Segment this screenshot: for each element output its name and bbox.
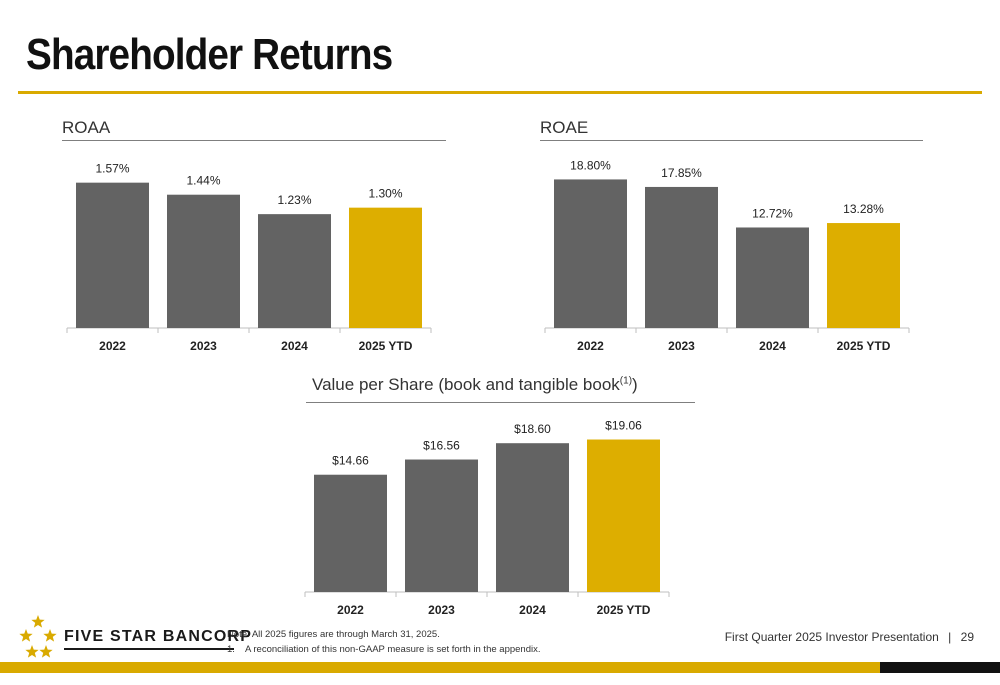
roae-tick-label: 2024 [759,339,786,353]
vps-tick-label: 2022 [337,603,364,617]
footnote-text: A reconciliation of this non-GAAP measur… [244,644,541,655]
roae-panel: ROAE 18.80% 2022 17.85% 2023 12.72% 2024 13.28… [540,118,923,358]
value-per-share-title-suffix: ) [632,375,638,394]
value-per-share-panel: Value per Share (book and tangible book(… [304,375,695,620]
vps-bar-2023 [405,459,478,592]
vps-data-label: $18.60 [514,422,551,436]
roae-chart: 18.80% 2022 17.85% 2023 12.72% 2024 13.28% 2025… [544,158,910,353]
logo-underline [64,648,234,650]
footnote-note: Note: All 2025 figures are through March… [227,629,440,640]
roaa-data-label: 1.44% [186,174,220,188]
value-per-share-title: Value per Share (book and tangible book(… [312,375,638,395]
footnotes: Note: All 2025 figures are through March… [227,627,540,657]
star-icon [31,615,45,628]
roae-data-label: 12.72% [752,206,793,220]
roaa-bar-2025-ytd [349,207,422,328]
footnote-number: 1. [227,644,235,655]
star-icon [25,645,39,658]
value-per-share-chart: $14.66 2022 $16.56 2023 $18.60 2024 $19.06 2025… [304,419,670,617]
roaa-tick-label: 2025 YTD [359,339,413,353]
roaa-bar-2023 [167,194,240,328]
value-per-share-title-text: Value per Share (book and tangible book [312,375,620,394]
vps-tick-label: 2024 [519,603,546,617]
roae-bar-2023 [645,186,718,328]
roaa-bar-2024 [258,214,331,328]
presentation-label: First Quarter 2025 Investor Presentation [724,630,939,644]
value-per-share-title-rule [306,402,695,403]
roae-title: ROAE [540,118,589,137]
roaa-title-rule [62,140,446,141]
presentation-footer: First Quarter 2025 Investor Presentation… [725,630,974,644]
roae-data-label: 13.28% [843,202,884,216]
star-icon [19,629,33,642]
roae-bar-2022 [554,179,627,328]
vps-data-label: $19.06 [605,419,642,433]
roae-data-label: 18.80% [570,158,611,172]
bottom-strip-black [880,662,1000,673]
roaa-data-label: 1.57% [95,162,129,176]
roaa-tick-label: 2022 [99,339,126,353]
vps-bar-2025-ytd [587,439,660,592]
roae-title-rule [540,140,923,141]
roaa-panel: ROAA 1.57% 2022 1.44% 2023 1.23% 2024 1.30% 202… [62,118,446,358]
value-per-share-title-sup: (1) [619,375,633,387]
page-title: Shareholder Returns [26,30,393,79]
roaa-data-label: 1.30% [368,187,402,201]
roaa-data-label: 1.23% [277,193,311,207]
vps-bar-2022 [314,474,387,592]
roae-bar-2024 [736,227,809,328]
vps-tick-label: 2023 [428,603,455,617]
footnote-1: 1. A reconciliation of this non-GAAP mea… [227,642,540,657]
logo-text: FIVE STAR BANCORP [64,628,253,645]
roaa-tick-label: 2023 [190,339,217,353]
roae-data-label: 17.85% [661,166,702,180]
stars-icon [19,615,57,658]
vps-data-label: $16.56 [423,439,460,453]
vps-data-label: $14.66 [332,454,369,468]
roaa-bar-2022 [76,182,149,328]
roaa-tick-label: 2024 [281,339,308,353]
page-number: 29 [960,630,974,644]
footer-separator: | [948,630,952,644]
five-star-bancorp-logo: FIVE STAR BANCORP [16,614,251,664]
star-icon [43,629,57,642]
vps-bar-2024 [496,443,569,592]
roae-bar-2025-ytd [827,223,900,328]
vps-tick-label: 2025 YTD [597,603,651,617]
roaa-title: ROAA [62,118,111,137]
roae-tick-label: 2025 YTD [837,339,891,353]
roaa-chart: 1.57% 2022 1.44% 2023 1.23% 2024 1.30% 2025 YTD [66,162,432,353]
bottom-strip-gold [0,662,880,673]
star-icon [39,645,53,658]
roae-tick-label: 2022 [577,339,604,353]
title-rule [18,91,982,94]
roae-tick-label: 2023 [668,339,695,353]
